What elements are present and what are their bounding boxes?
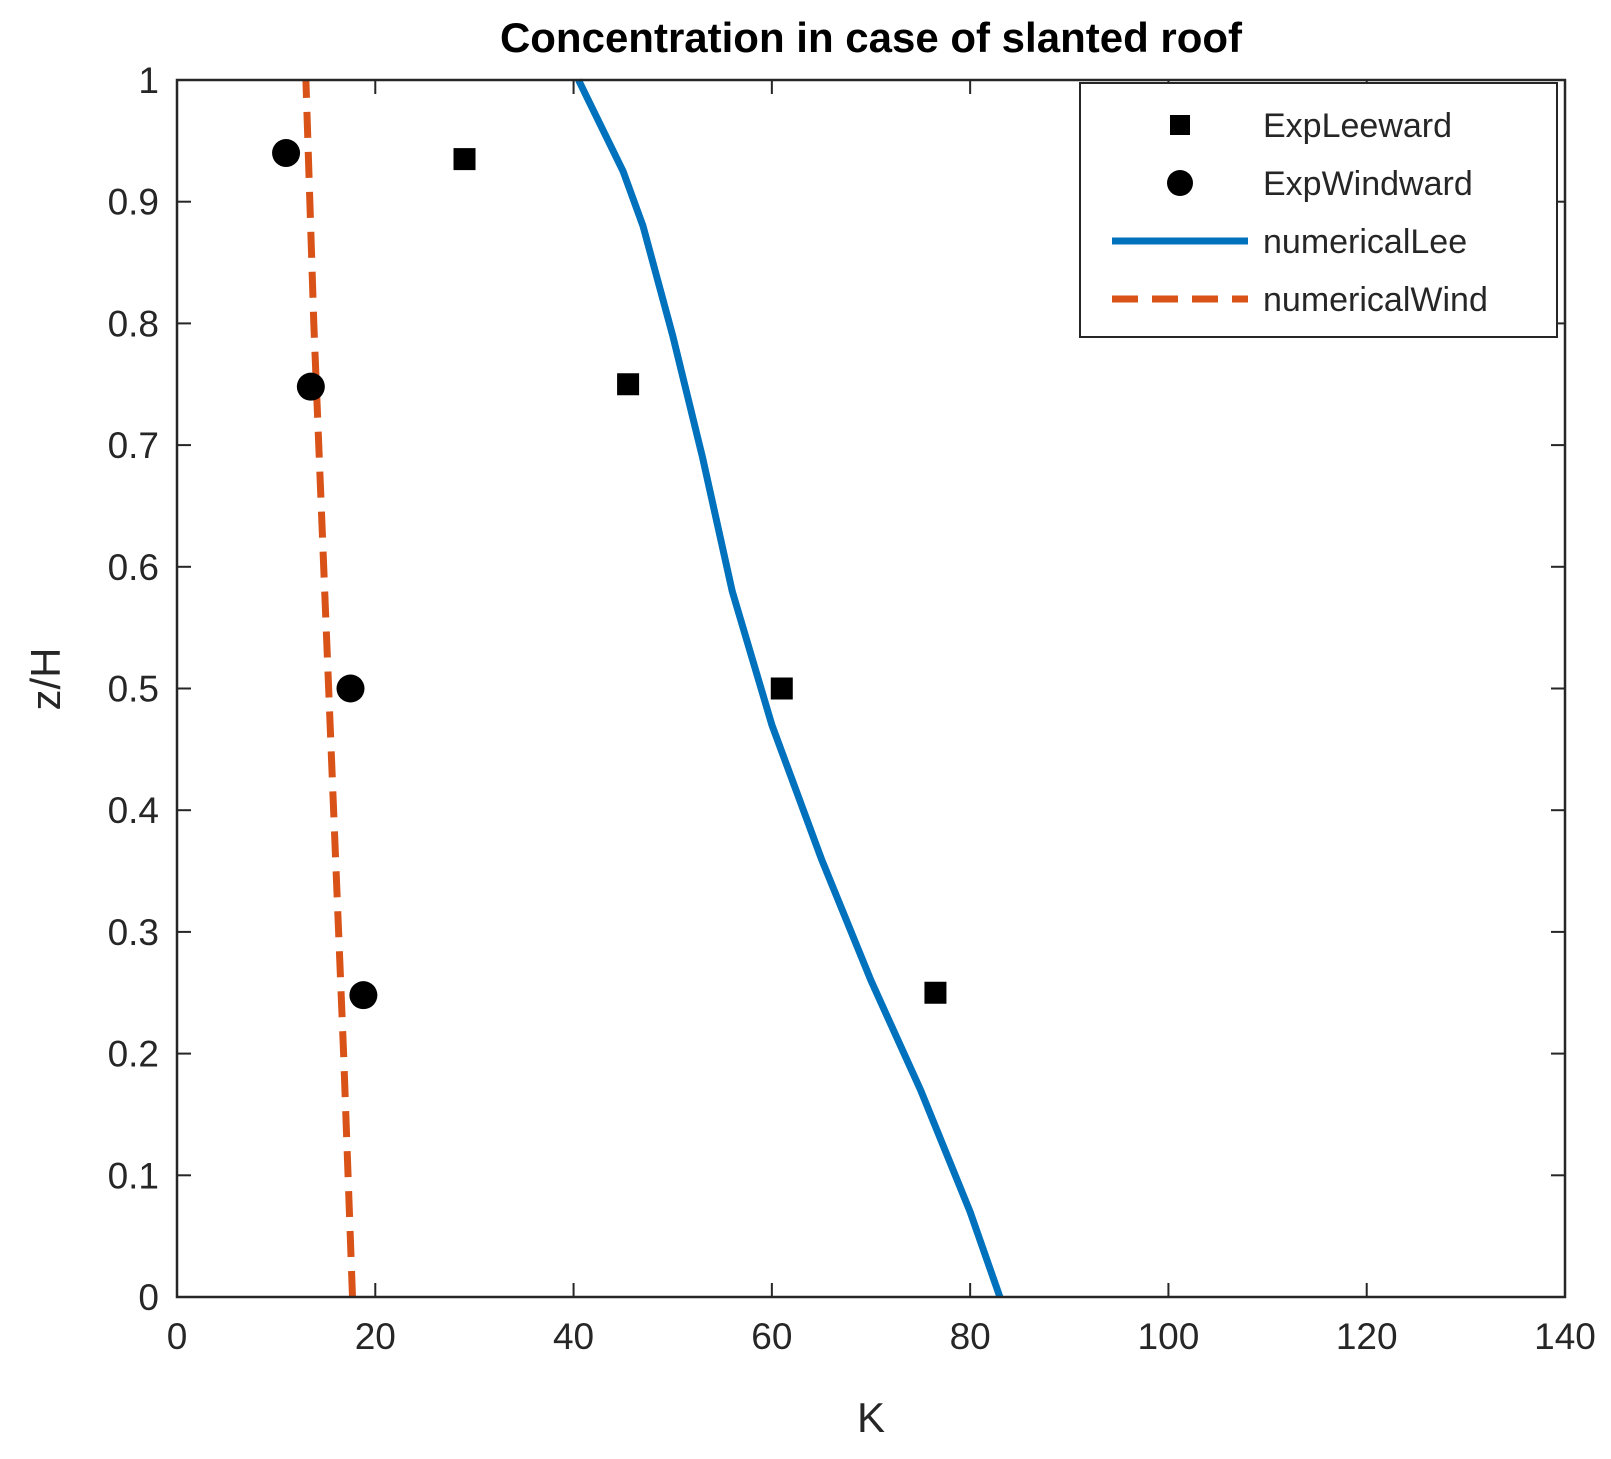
y-tick-label: 0.9 bbox=[108, 182, 159, 223]
legend-marker-ExpLeeward bbox=[1170, 115, 1190, 135]
legend: ExpLeeward ExpWindward numericalLee numeric… bbox=[1079, 82, 1558, 338]
series-line-numericalLee bbox=[575, 78, 1004, 1299]
x-tick-label: 60 bbox=[751, 1316, 792, 1357]
y-tick-label: 0 bbox=[138, 1277, 159, 1318]
point-ExpLeeward bbox=[617, 373, 640, 396]
x-tick-label: 120 bbox=[1336, 1316, 1398, 1357]
x-tick-label: 140 bbox=[1534, 1316, 1596, 1357]
chart-title: Concentration in case of slanted roof bbox=[500, 14, 1243, 61]
y-tick-label: 0.6 bbox=[108, 547, 159, 588]
y-axis-label: z/H bbox=[22, 648, 69, 711]
y-tick-label: 0.1 bbox=[108, 1155, 159, 1196]
y-tick-label: 0.4 bbox=[108, 790, 159, 831]
y-tick-label: 0.5 bbox=[108, 669, 159, 710]
axes-frame bbox=[175, 78, 1567, 1299]
legend-label-ExpLeeward: ExpLeeward bbox=[1263, 107, 1452, 145]
x-tick-label: 20 bbox=[355, 1316, 396, 1357]
series-line-numericalWind bbox=[302, 79, 356, 1298]
x-tick-label: 40 bbox=[553, 1316, 594, 1357]
x-tick-label: 80 bbox=[950, 1316, 991, 1357]
y-tick-label: 1 bbox=[138, 60, 159, 101]
point-ExpLeeward bbox=[924, 981, 947, 1004]
x-tick-label: 0 bbox=[167, 1316, 188, 1357]
legend-marker-ExpWindward bbox=[1167, 170, 1193, 196]
legend-label-numericalWind: numericalWind bbox=[1263, 281, 1488, 319]
y-tick-label: 0.7 bbox=[108, 425, 159, 466]
point-ExpWindward bbox=[296, 372, 325, 401]
point-ExpWindward bbox=[349, 981, 378, 1010]
legend-label-ExpWindward: ExpWindward bbox=[1263, 165, 1473, 203]
legend-box bbox=[1079, 82, 1558, 338]
legend-label-numericalLee: numericalLee bbox=[1263, 223, 1467, 261]
point-ExpWindward bbox=[272, 139, 301, 168]
y-tick-label: 0.2 bbox=[108, 1034, 159, 1075]
point-ExpLeeward bbox=[453, 148, 476, 171]
point-ExpLeeward bbox=[770, 677, 793, 700]
x-tick-label: 100 bbox=[1138, 1316, 1200, 1357]
x-axis-label: K bbox=[857, 1394, 885, 1441]
point-ExpWindward bbox=[336, 674, 365, 703]
y-tick-label: 0.3 bbox=[108, 912, 159, 953]
y-tick-label: 0.8 bbox=[108, 303, 159, 344]
